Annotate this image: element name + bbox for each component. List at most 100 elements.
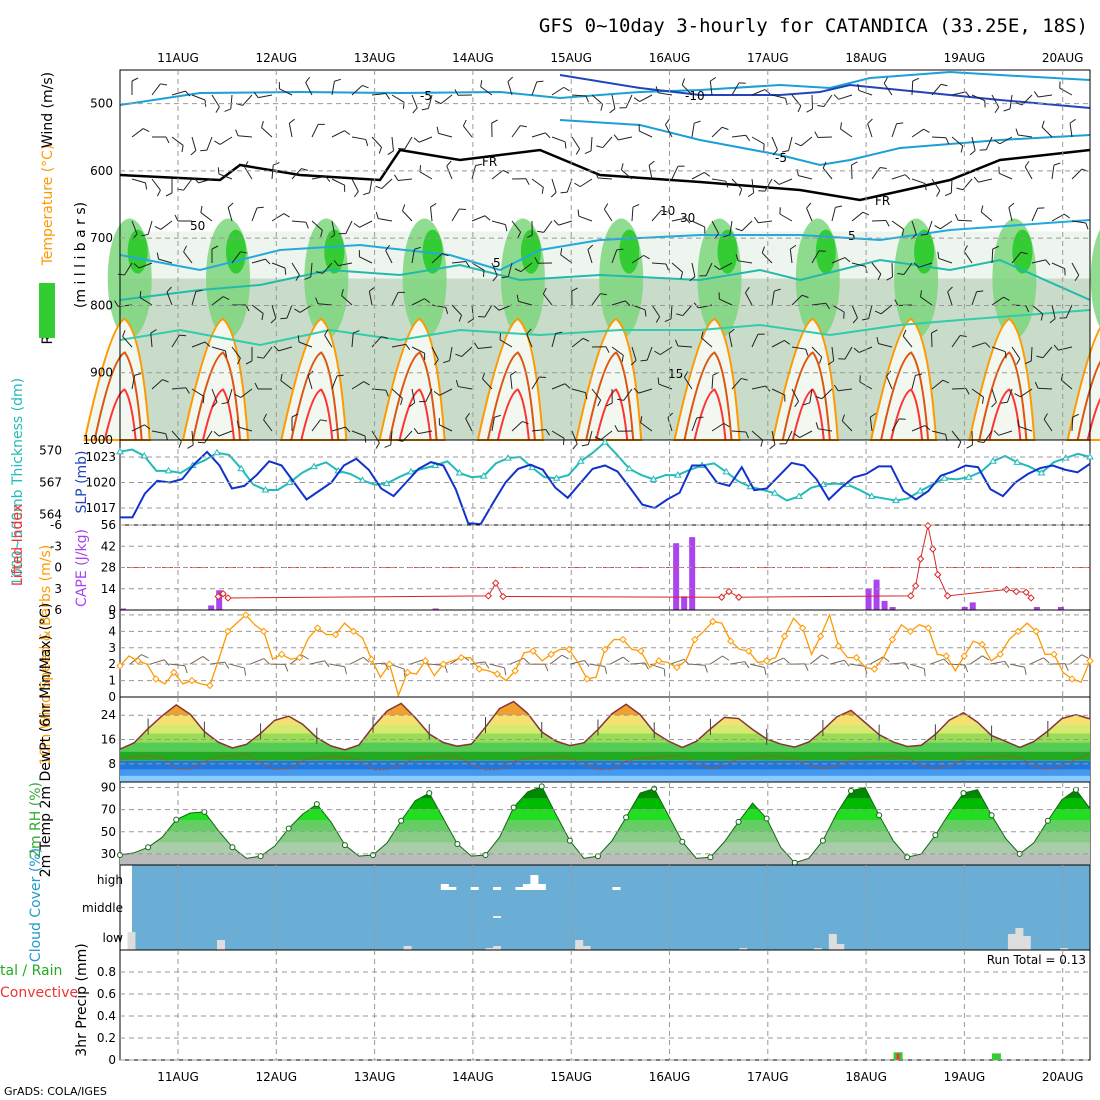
wind-barb xyxy=(1011,251,1028,264)
wind-barb-shaft xyxy=(771,136,778,151)
wind-barb-flag xyxy=(564,141,567,149)
wind-barb-flag xyxy=(244,161,249,168)
wind10-barb-shaft xyxy=(749,663,765,669)
wind-barb xyxy=(297,335,313,348)
wind-barb xyxy=(814,131,833,138)
wind10-barb-flag xyxy=(821,654,829,660)
wind-barb xyxy=(655,86,673,96)
wind-barb-flag xyxy=(181,145,184,153)
wind-barb xyxy=(993,136,1013,145)
wind10-barb xyxy=(209,661,230,669)
wind-barb-flag xyxy=(1017,419,1020,427)
wind-barb xyxy=(384,430,393,448)
wind-barb-flag xyxy=(621,355,624,362)
wind-barb-shaft xyxy=(531,132,546,138)
thickness-line-marker xyxy=(358,476,367,483)
rh-patch xyxy=(127,229,148,274)
wind-barb xyxy=(141,220,153,237)
cloud-high-bar xyxy=(470,887,479,890)
wind-barb-shaft xyxy=(311,175,326,180)
wind-barb xyxy=(633,94,653,103)
wind-barb-flag xyxy=(835,205,843,208)
wind-barb-flag xyxy=(1015,102,1023,106)
wind-barb-shaft xyxy=(560,254,573,264)
temp-contour-warm xyxy=(693,388,727,441)
freezing-contour xyxy=(119,148,1091,202)
wind-barb xyxy=(1043,413,1053,432)
wind-barb-shaft xyxy=(831,304,845,313)
wind-barb-shaft xyxy=(531,429,546,432)
wind-barb-shaft xyxy=(411,94,418,109)
wind-barb xyxy=(217,167,233,180)
wind-barb-flag xyxy=(886,276,893,281)
wind10-barb xyxy=(309,660,330,668)
cloud-high-bar xyxy=(537,884,546,890)
wind-barb-flag xyxy=(923,128,930,133)
wind10-barb-flag xyxy=(683,658,690,666)
wind-barb-flag xyxy=(843,311,845,319)
wind-barb-flag xyxy=(1059,81,1061,89)
wind-barb xyxy=(1014,388,1033,398)
wind-barb-flag xyxy=(805,349,809,356)
wind-barb xyxy=(611,248,624,264)
contour-label: -5 xyxy=(420,89,432,103)
wind-barb-shaft xyxy=(711,126,723,138)
wind-barb-flag xyxy=(144,182,148,190)
pressure-tick: 600 xyxy=(90,164,113,178)
lifted-index-marker xyxy=(219,590,227,598)
wind-barb xyxy=(713,262,733,271)
wind-barb xyxy=(1051,262,1066,276)
wind-barb xyxy=(165,179,173,197)
wind-barb xyxy=(806,94,813,113)
wind-barb xyxy=(1031,207,1045,222)
wind10-barb-shaft xyxy=(869,656,884,665)
wind-speed-marker xyxy=(224,627,232,636)
wind-barb-shaft xyxy=(451,261,466,264)
wind-barb-shaft xyxy=(204,430,213,444)
wind-barb-flag xyxy=(879,167,887,170)
wind10-barb-flag xyxy=(663,668,666,677)
wind-barb-shaft xyxy=(998,430,1013,436)
wind-barb-shaft xyxy=(390,430,393,445)
rh-patch xyxy=(422,229,443,274)
wind-barb-shaft xyxy=(551,178,557,193)
wind-speed-tick: 1 xyxy=(108,674,116,688)
wind-barb-shaft xyxy=(211,94,220,108)
cloud-layer-label: low xyxy=(103,931,124,945)
wind-barb-flag xyxy=(993,139,1001,145)
wind-barb xyxy=(731,82,746,96)
wind-barb xyxy=(131,128,150,138)
wind-barb-shaft xyxy=(738,260,753,264)
wind10-barb-flag xyxy=(301,654,309,660)
wind-barb-flag xyxy=(585,392,588,400)
wind-barb xyxy=(811,302,831,310)
wind-barb xyxy=(131,178,148,190)
wind-barb xyxy=(235,129,253,138)
run-total: Run Total = 0.13 xyxy=(987,953,1086,967)
wind-barb xyxy=(977,430,993,443)
thickness-line-marker xyxy=(819,480,828,488)
wind-barb-flag xyxy=(833,94,840,100)
wind-speed-tick: 4 xyxy=(108,624,116,638)
wind-barb-flag xyxy=(587,244,594,250)
wind-barb-flag xyxy=(384,444,391,448)
wind-barb-shaft xyxy=(991,346,1006,353)
wind-barb-shaft xyxy=(571,136,581,150)
wind-barb-flag xyxy=(320,419,328,422)
wind-barb xyxy=(419,388,433,403)
thickness-line-marker xyxy=(261,485,270,493)
wind-barb-shaft xyxy=(871,167,881,180)
wind-barb-shaft xyxy=(771,339,785,348)
wind-barb-shaft xyxy=(351,381,365,390)
wind-barb xyxy=(253,92,273,99)
wind-barb-flag xyxy=(741,377,748,381)
wind-barb xyxy=(998,166,1013,180)
wind-barb xyxy=(270,304,277,324)
wind-barb xyxy=(478,304,493,318)
wind-barb xyxy=(481,372,493,390)
temp-band xyxy=(120,715,1090,725)
wind-barb-flag xyxy=(594,436,602,441)
wind-barb-flag xyxy=(442,360,450,364)
wind10-barb xyxy=(769,657,790,665)
wind-barb-shaft xyxy=(440,94,453,105)
